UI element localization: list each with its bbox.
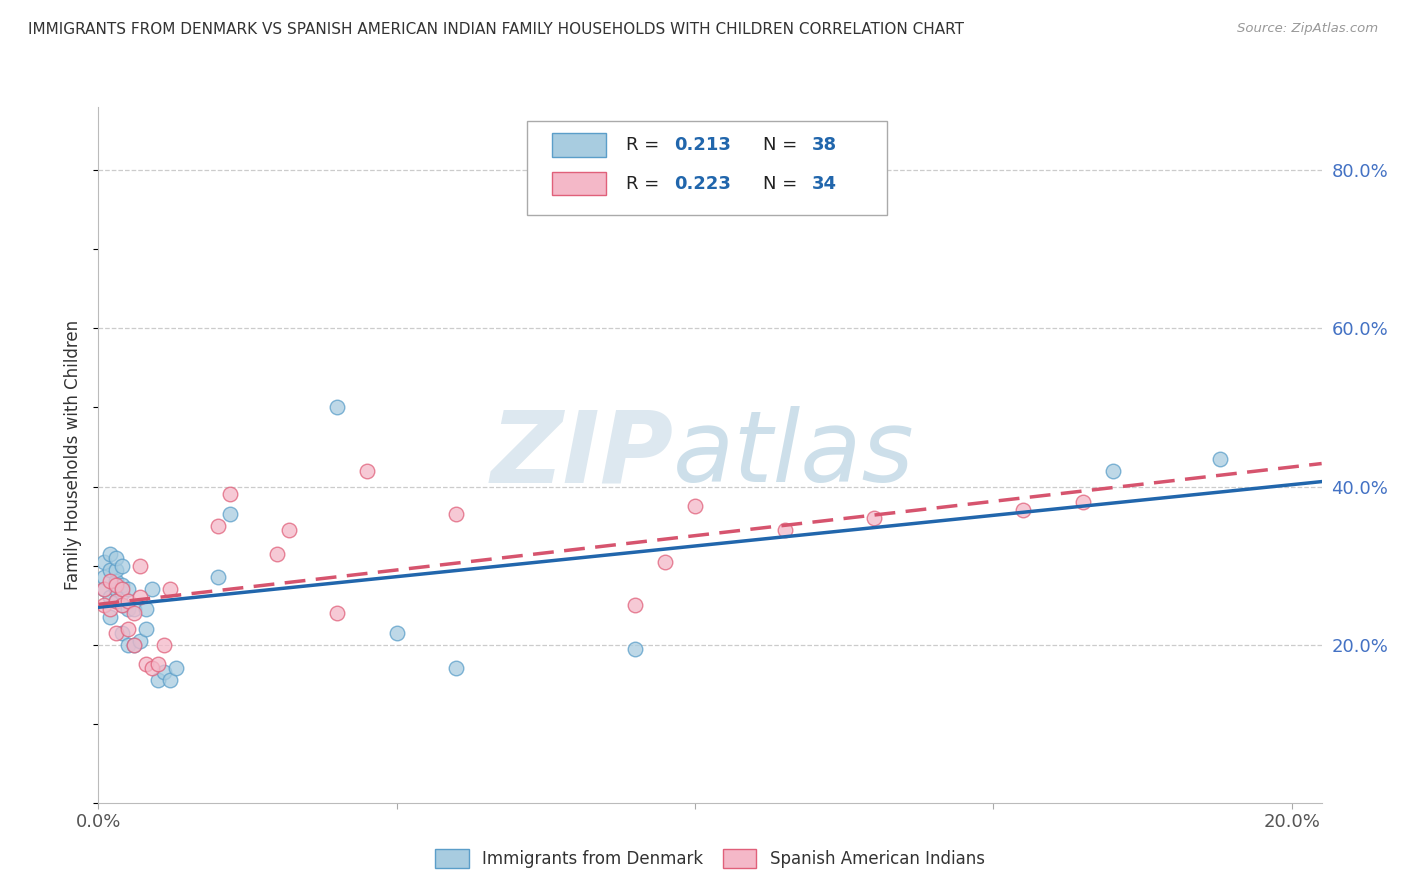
Text: ZIP: ZIP — [491, 407, 673, 503]
Point — [146, 657, 169, 672]
Point — [218, 507, 240, 521]
Point — [98, 602, 121, 616]
Point — [105, 582, 128, 597]
Point — [111, 558, 134, 573]
Point — [218, 487, 240, 501]
Point — [683, 500, 706, 514]
Text: Source: ZipAtlas.com: Source: ZipAtlas.com — [1237, 22, 1378, 36]
Text: IMMIGRANTS FROM DENMARK VS SPANISH AMERICAN INDIAN FAMILY HOUSEHOLDS WITH CHILDR: IMMIGRANTS FROM DENMARK VS SPANISH AMERI… — [28, 22, 965, 37]
Point — [356, 464, 378, 478]
Text: R =: R = — [626, 136, 665, 154]
Text: atlas: atlas — [673, 407, 915, 503]
Point — [105, 625, 128, 640]
Point — [111, 598, 134, 612]
Point — [153, 638, 176, 652]
Point — [326, 606, 349, 620]
Point — [278, 523, 301, 537]
Point — [159, 582, 181, 597]
Point — [207, 570, 229, 584]
Legend: Immigrants from Denmark, Spanish American Indians: Immigrants from Denmark, Spanish America… — [429, 842, 991, 874]
Point — [105, 578, 128, 592]
Point — [117, 602, 139, 616]
Point — [111, 578, 134, 592]
Point — [141, 661, 163, 675]
Point — [111, 625, 134, 640]
Point — [98, 610, 121, 624]
Point — [141, 582, 163, 597]
Point — [159, 673, 181, 688]
Point — [122, 606, 145, 620]
Point — [93, 598, 115, 612]
Point — [111, 598, 134, 612]
Point — [266, 547, 288, 561]
Text: 38: 38 — [811, 136, 837, 154]
Point — [135, 622, 157, 636]
Point — [98, 574, 121, 589]
Point — [446, 661, 468, 675]
Point — [1012, 503, 1035, 517]
Point — [111, 582, 134, 597]
Point — [1209, 451, 1232, 466]
FancyBboxPatch shape — [526, 121, 887, 215]
Point — [93, 555, 115, 569]
Point — [93, 582, 115, 597]
Text: N =: N = — [762, 136, 803, 154]
Point — [98, 591, 121, 605]
Point — [117, 582, 139, 597]
Point — [446, 507, 468, 521]
Point — [773, 523, 796, 537]
Point — [111, 586, 134, 600]
Point — [98, 563, 121, 577]
Point — [93, 582, 115, 597]
Point — [135, 657, 157, 672]
FancyBboxPatch shape — [553, 134, 606, 157]
Point — [122, 638, 145, 652]
Point — [117, 622, 139, 636]
Point — [129, 591, 152, 605]
Point — [105, 594, 128, 608]
Point — [165, 661, 187, 675]
Point — [105, 574, 128, 589]
Point — [129, 558, 152, 573]
Point — [105, 594, 128, 608]
Point — [105, 563, 128, 577]
Y-axis label: Family Households with Children: Family Households with Children — [65, 320, 83, 590]
Text: 0.213: 0.213 — [675, 136, 731, 154]
Point — [654, 555, 676, 569]
Point — [117, 594, 139, 608]
Point — [98, 547, 121, 561]
Point — [207, 519, 229, 533]
Point — [105, 550, 128, 565]
Point — [117, 638, 139, 652]
Text: 34: 34 — [811, 175, 837, 193]
Point — [326, 401, 349, 415]
Text: N =: N = — [762, 175, 803, 193]
Point — [624, 641, 647, 656]
Point — [129, 633, 152, 648]
Point — [385, 625, 408, 640]
Text: R =: R = — [626, 175, 665, 193]
Point — [135, 602, 157, 616]
Text: 0.223: 0.223 — [675, 175, 731, 193]
Point — [1071, 495, 1094, 509]
Point — [863, 511, 886, 525]
Point — [122, 638, 145, 652]
FancyBboxPatch shape — [553, 172, 606, 195]
Point — [153, 665, 176, 680]
Point — [93, 570, 115, 584]
Point — [1101, 464, 1123, 478]
Point — [146, 673, 169, 688]
Point — [624, 598, 647, 612]
Point — [122, 602, 145, 616]
